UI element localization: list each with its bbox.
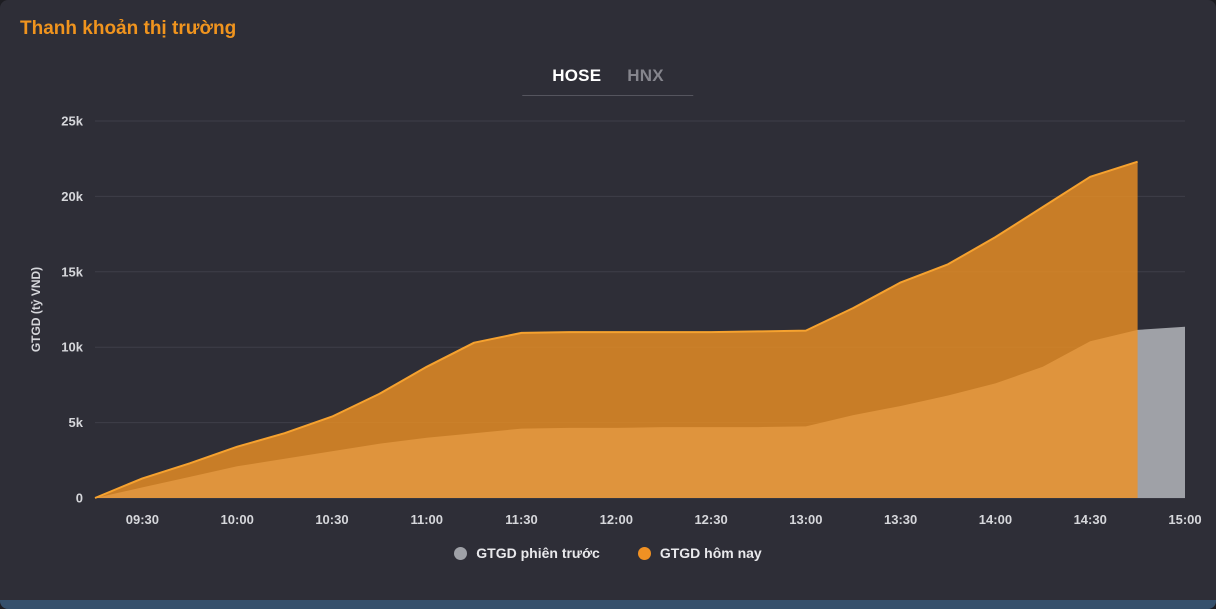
y-tick-label: 5k bbox=[69, 415, 84, 430]
legend-marker-orange-icon bbox=[637, 546, 651, 560]
y-tick-label: 20k bbox=[61, 189, 83, 204]
panel-title: Thanh khoản thị trường bbox=[20, 18, 237, 39]
liquidity-area-chart[interactable]: 0 5k 10k 15k 20k 25k 09:30 10:00 10:30 11:00 11:30… bbox=[0, 100, 1216, 545]
tab-hose[interactable]: HOSE bbox=[552, 66, 602, 85]
tab-hnx[interactable]: HNX bbox=[627, 66, 664, 85]
x-tick-label: 11:30 bbox=[505, 512, 538, 527]
legend-label-today: GTGD hôm nay bbox=[659, 545, 762, 561]
line-today bbox=[94, 160, 1138, 499]
exchange-tabs: HOSE HNX bbox=[522, 66, 694, 96]
x-tick-label: 11:00 bbox=[410, 512, 443, 527]
legend-marker-gray-icon bbox=[454, 546, 468, 560]
chart-legend: GTGD phiên trước GTGD hôm nay bbox=[0, 545, 1216, 561]
x-tick-label: 13:30 bbox=[884, 512, 917, 527]
x-tick-label: 14:00 bbox=[979, 512, 1012, 527]
x-tick-label: 15:00 bbox=[1168, 512, 1201, 527]
legend-item-prev-session[interactable]: GTGD phiên trước bbox=[454, 545, 600, 561]
x-tick-label: 14:30 bbox=[1074, 512, 1107, 527]
y-axis-title: GTGD (tỷ VND) bbox=[29, 267, 43, 352]
legend-label-prev-session: GTGD phiên trước bbox=[476, 545, 600, 561]
x-tick-label: 09:30 bbox=[126, 512, 159, 527]
y-tick-label: 10k bbox=[61, 340, 83, 355]
bottom-accent-bar bbox=[0, 600, 1216, 609]
y-tick-label: 0 bbox=[76, 491, 83, 506]
legend-item-today[interactable]: GTGD hôm nay bbox=[637, 545, 762, 561]
area-today bbox=[95, 161, 1138, 498]
x-tick-label: 12:30 bbox=[694, 512, 727, 527]
x-tick-label: 10:30 bbox=[315, 512, 348, 527]
x-tick-label: 13:00 bbox=[789, 512, 822, 527]
y-tick-label: 15k bbox=[61, 264, 83, 279]
y-tick-label: 25k bbox=[61, 114, 83, 129]
x-tick-label: 12:00 bbox=[600, 512, 633, 527]
x-tick-label: 10:00 bbox=[221, 512, 254, 527]
